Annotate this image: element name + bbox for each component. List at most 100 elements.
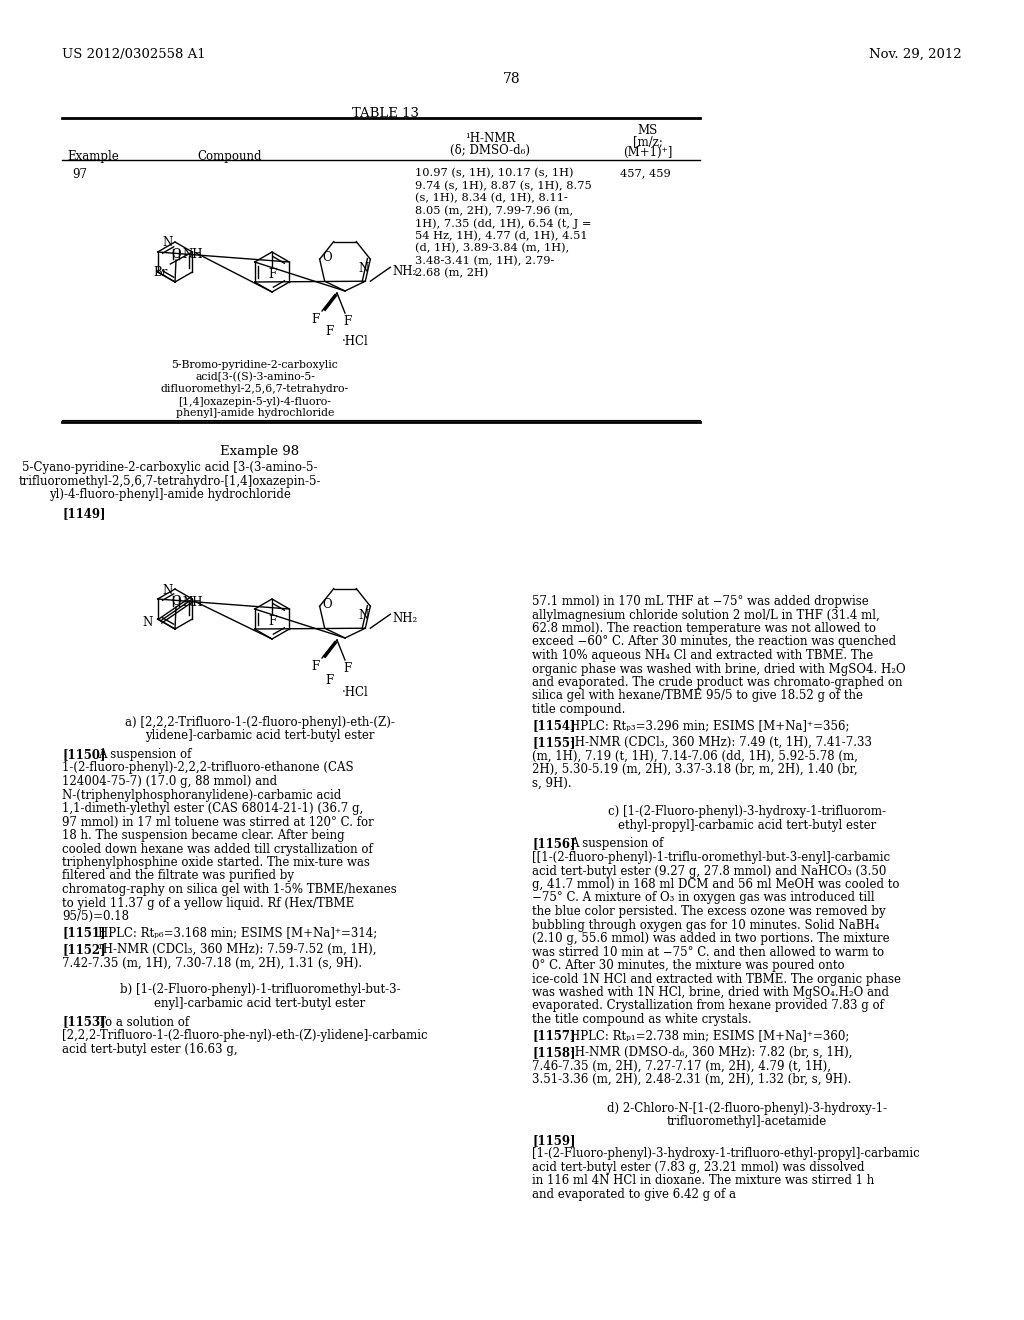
Text: evaporated. Crystallization from hexane provided 7.83 g of: evaporated. Crystallization from hexane … [532,999,884,1012]
Text: 95/5)=0.18: 95/5)=0.18 [62,909,129,923]
Text: 1-(2-fluoro-phenyl)-2,2,2-trifluoro-ethanone (CAS: 1-(2-fluoro-phenyl)-2,2,2-trifluoro-etha… [62,762,353,775]
Text: acid tert-butyl ester (9.27 g, 27.8 mmol) and NaHCO₃ (3.50: acid tert-butyl ester (9.27 g, 27.8 mmol… [532,865,887,878]
Text: to yield 11.37 g of a yellow liquid. Rf (Hex/TBME: to yield 11.37 g of a yellow liquid. Rf … [62,896,354,909]
Text: chromatog-raphy on silica gel with 1-5% TBME/hexanes: chromatog-raphy on silica gel with 1-5% … [62,883,396,896]
Text: 5-Bromo-pyridine-2-carboxylic: 5-Bromo-pyridine-2-carboxylic [172,360,338,370]
Text: HPLC: Rtₚ₆=3.168 min; ESIMS [M+Na]⁺=314;: HPLC: Rtₚ₆=3.168 min; ESIMS [M+Na]⁺=314; [98,927,377,940]
Text: ethyl-propyl]-carbamic acid tert-butyl ester: ethyl-propyl]-carbamic acid tert-butyl e… [617,818,877,832]
Text: a) [2,2,2-Trifluoro-1-(2-fluoro-phenyl)-eth-(Z)-: a) [2,2,2-Trifluoro-1-(2-fluoro-phenyl)-… [125,715,395,729]
Text: [m/z;: [m/z; [633,135,663,148]
Text: [1153]: [1153] [62,1015,105,1028]
Text: 2.68 (m, 2H): 2.68 (m, 2H) [415,268,488,279]
Text: N: N [142,616,153,630]
Text: (δ; DMSO-d₆): (δ; DMSO-d₆) [450,144,530,157]
Text: [[1-(2-fluoro-phenyl)-1-triflu-oromethyl-but-3-enyl]-carbamic: [[1-(2-fluoro-phenyl)-1-triflu-oromethyl… [532,851,890,865]
Text: [1159]: [1159] [532,1134,575,1147]
Text: [1151]: [1151] [62,927,105,940]
Text: 97: 97 [72,168,87,181]
Text: c) [1-(2-Fluoro-phenyl)-3-hydroxy-1-trifluorom-: c) [1-(2-Fluoro-phenyl)-3-hydroxy-1-trif… [608,805,886,818]
Text: −75° C. A mixture of O₃ in oxygen gas was introduced till: −75° C. A mixture of O₃ in oxygen gas wa… [532,891,874,904]
Text: [1,4]oxazepin-5-yl)-4-fluoro-: [1,4]oxazepin-5-yl)-4-fluoro- [178,396,332,407]
Text: 78: 78 [503,73,521,86]
Text: [1149]: [1149] [62,507,105,520]
Text: title compound.: title compound. [532,704,626,715]
Text: NH: NH [182,595,203,609]
Text: (m, 1H), 7.19 (t, 1H), 7.14-7.06 (dd, 1H), 5.92-5.78 (m,: (m, 1H), 7.19 (t, 1H), 7.14-7.06 (dd, 1H… [532,750,858,763]
Text: allylmagnesium chloride solution 2 mol/L in THF (31.4 ml,: allylmagnesium chloride solution 2 mol/L… [532,609,880,622]
Text: ¹H-NMR (CDCl₃, 360 MHz): 7.59-7.52 (m, 1H),: ¹H-NMR (CDCl₃, 360 MHz): 7.59-7.52 (m, 1… [98,942,377,956]
Text: [1156]: [1156] [532,837,575,850]
Text: the blue color persisted. The excess ozone was removed by: the blue color persisted. The excess ozo… [532,906,886,917]
Text: F: F [325,325,333,338]
Text: d) 2-Chloro-N-[1-(2-fluoro-phenyl)-3-hydroxy-1-: d) 2-Chloro-N-[1-(2-fluoro-phenyl)-3-hyd… [607,1102,887,1115]
Text: 457, 459: 457, 459 [620,168,671,178]
Text: phenyl]-amide hydrochloride: phenyl]-amide hydrochloride [176,408,334,418]
Text: 124004-75-7) (17.0 g, 88 mmol) and: 124004-75-7) (17.0 g, 88 mmol) and [62,775,278,788]
Text: Example 98: Example 98 [220,445,300,458]
Text: 0° C. After 30 minutes, the mixture was poured onto: 0° C. After 30 minutes, the mixture was … [532,960,845,972]
Text: ylidene]-carbamic acid tert-butyl ester: ylidene]-carbamic acid tert-butyl ester [145,730,375,742]
Text: ·HCl: ·HCl [342,335,369,348]
Text: O: O [171,595,181,609]
Text: [1157]: [1157] [532,1030,575,1043]
Text: enyl]-carbamic acid tert-butyl ester: enyl]-carbamic acid tert-butyl ester [155,997,366,1010]
Text: F: F [268,615,276,628]
Text: N: N [358,610,369,622]
Text: To a solution of: To a solution of [98,1015,189,1028]
Text: 3.48-3.41 (m, 1H), 2.79-: 3.48-3.41 (m, 1H), 2.79- [415,256,554,265]
Text: Example: Example [67,150,119,162]
Text: [2,2,2-Trifluoro-1-(2-fluoro-phe-nyl)-eth-(Z)-ylidene]-carbamic: [2,2,2-Trifluoro-1-(2-fluoro-phe-nyl)-et… [62,1030,428,1041]
Text: 97 mmol) in 17 ml toluene was stirred at 120° C. for: 97 mmol) in 17 ml toluene was stirred at… [62,816,374,829]
Text: silica gel with hexane/TBME 95/5 to give 18.52 g of the: silica gel with hexane/TBME 95/5 to give… [532,689,863,702]
Text: 10.97 (s, 1H), 10.17 (s, 1H): 10.97 (s, 1H), 10.17 (s, 1H) [415,168,573,178]
Text: difluoromethyl-2,5,6,7-tetrahydro-: difluoromethyl-2,5,6,7-tetrahydro- [161,384,349,393]
Text: acid[3-((S)-3-amino-5-: acid[3-((S)-3-amino-5- [195,372,315,383]
Text: exceed −60° C. After 30 minutes, the reaction was quenched: exceed −60° C. After 30 minutes, the rea… [532,635,896,648]
Text: filtered and the filtrate was purified by: filtered and the filtrate was purified b… [62,870,294,883]
Text: F: F [311,313,319,326]
Text: F: F [343,663,351,675]
Text: A suspension of: A suspension of [98,748,191,762]
Text: g, 41.7 mmol) in 168 ml DCM and 56 ml MeOH was cooled to: g, 41.7 mmol) in 168 ml DCM and 56 ml Me… [532,878,899,891]
Text: 5-Cyano-pyridine-2-carboxylic acid [3-(3-amino-5-: 5-Cyano-pyridine-2-carboxylic acid [3-(3… [23,461,317,474]
Text: NH₂: NH₂ [392,612,418,626]
Text: and evaporated to give 6.42 g of a: and evaporated to give 6.42 g of a [532,1188,736,1201]
Text: s, 9H).: s, 9H). [532,776,571,789]
Text: N: N [163,583,173,597]
Text: Br: Br [153,267,167,279]
Text: 18 h. The suspension became clear. After being: 18 h. The suspension became clear. After… [62,829,345,842]
Text: F: F [343,315,351,327]
Text: 54 Hz, 1H), 4.77 (d, 1H), 4.51: 54 Hz, 1H), 4.77 (d, 1H), 4.51 [415,231,588,240]
Text: ¹H-NMR: ¹H-NMR [465,132,515,145]
Text: 62.8 mmol). The reaction temperature was not allowed to: 62.8 mmol). The reaction temperature was… [532,622,876,635]
Text: acid tert-butyl ester (16.63 g,: acid tert-butyl ester (16.63 g, [62,1043,238,1056]
Text: F: F [268,268,276,281]
Text: in 116 ml 4N HCl in dioxane. The mixture was stirred 1 h: in 116 ml 4N HCl in dioxane. The mixture… [532,1175,874,1188]
Text: 57.1 mmol) in 170 mL THF at −75° was added dropwise: 57.1 mmol) in 170 mL THF at −75° was add… [532,595,868,609]
Text: (2.10 g, 55.6 mmol) was added in two portions. The mixture: (2.10 g, 55.6 mmol) was added in two por… [532,932,890,945]
Text: NH₂: NH₂ [392,265,418,279]
Text: A suspension of: A suspension of [570,837,664,850]
Text: 2H), 5.30-5.19 (m, 2H), 3.37-3.18 (br, m, 2H), 1.40 (br,: 2H), 5.30-5.19 (m, 2H), 3.37-3.18 (br, m… [532,763,858,776]
Text: [1150]: [1150] [62,748,105,762]
Text: 9.74 (s, 1H), 8.87 (s, 1H), 8.75: 9.74 (s, 1H), 8.87 (s, 1H), 8.75 [415,181,592,191]
Text: organic phase was washed with brine, dried with MgSO4. H₂O: organic phase was washed with brine, dri… [532,663,905,676]
Text: O: O [323,251,332,264]
Text: O: O [323,598,332,611]
Text: with 10% aqueous NH₄ Cl and extracted with TBME. The: with 10% aqueous NH₄ Cl and extracted wi… [532,649,873,663]
Text: ice-cold 1N HCl and extracted with TBME. The organic phase: ice-cold 1N HCl and extracted with TBME.… [532,973,901,986]
Text: trifluoromethyl]-acetamide: trifluoromethyl]-acetamide [667,1115,827,1129]
Text: was washed with 1N HCl, brine, dried with MgSO₄.H₂O and: was washed with 1N HCl, brine, dried wit… [532,986,889,999]
Text: was stirred 10 min at −75° C. and then allowed to warm to: was stirred 10 min at −75° C. and then a… [532,945,884,958]
Text: (d, 1H), 3.89-3.84 (m, 1H),: (d, 1H), 3.89-3.84 (m, 1H), [415,243,569,253]
Text: N: N [358,263,369,275]
Text: 7.42-7.35 (m, 1H), 7.30-7.18 (m, 2H), 1.31 (s, 9H).: 7.42-7.35 (m, 1H), 7.30-7.18 (m, 2H), 1.… [62,957,362,969]
Text: F: F [325,675,333,686]
Text: the title compound as white crystals.: the title compound as white crystals. [532,1012,752,1026]
Text: 1,1-dimeth-ylethyl ester (CAS 68014-21-1) (36.7 g,: 1,1-dimeth-ylethyl ester (CAS 68014-21-1… [62,803,364,814]
Text: N-(triphenylphosphoranylidene)-carbamic acid: N-(triphenylphosphoranylidene)-carbamic … [62,788,341,801]
Text: HPLC: Rtₚ₃=3.296 min; ESIMS [M+Na]⁺=356;: HPLC: Rtₚ₃=3.296 min; ESIMS [M+Na]⁺=356; [570,719,850,733]
Text: TABLE 13: TABLE 13 [352,107,420,120]
Text: [1155]: [1155] [532,737,575,748]
Text: Nov. 29, 2012: Nov. 29, 2012 [869,48,962,61]
